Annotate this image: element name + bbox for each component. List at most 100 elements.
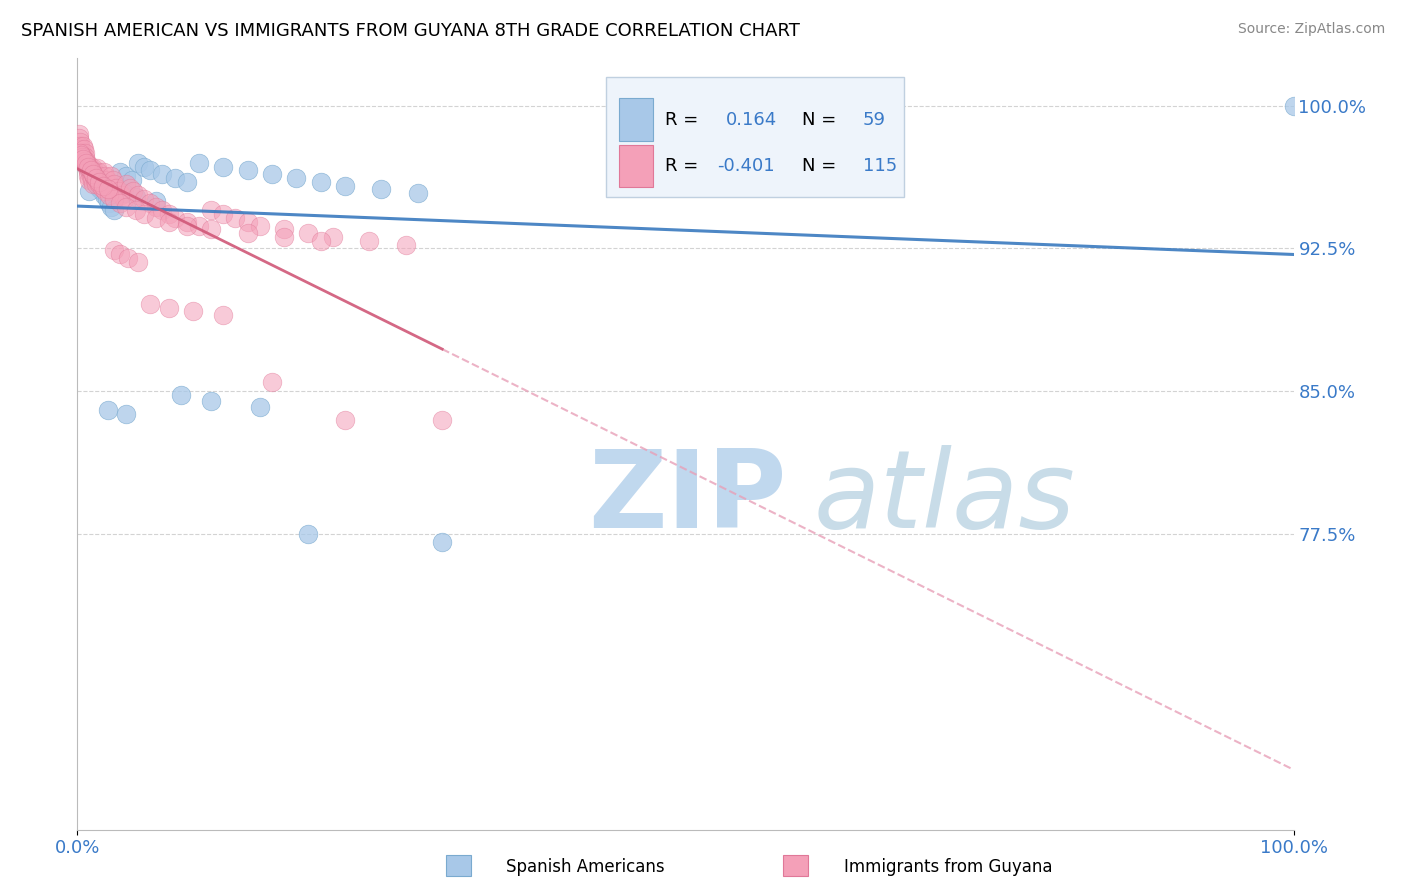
Point — [89, 180, 111, 194]
Text: SPANISH AMERICAN VS IMMIGRANTS FROM GUYANA 8TH GRADE CORRELATION CHART: SPANISH AMERICAN VS IMMIGRANTS FROM GUYA… — [21, 22, 800, 40]
Point — [80, 163, 103, 178]
Point — [86, 161, 108, 176]
Point — [108, 247, 131, 261]
Point — [75, 155, 97, 169]
Point — [84, 177, 107, 191]
Point — [83, 173, 105, 187]
Point — [86, 173, 108, 187]
Bar — [619, 145, 652, 187]
Point — [86, 177, 108, 191]
Point — [127, 155, 149, 169]
Point — [105, 180, 128, 194]
Point — [96, 192, 118, 206]
Point — [70, 150, 93, 164]
Point — [236, 226, 259, 240]
Point — [91, 180, 114, 194]
Point — [103, 182, 125, 196]
Point — [176, 215, 198, 229]
Point — [103, 203, 125, 218]
Point — [297, 527, 319, 541]
Point — [127, 188, 149, 202]
Point — [333, 178, 356, 193]
Point — [170, 388, 193, 402]
Bar — [619, 98, 652, 141]
Point — [121, 173, 143, 187]
Point — [90, 180, 112, 194]
Point — [93, 188, 115, 202]
Point — [260, 375, 283, 389]
Point — [89, 169, 111, 183]
Point — [108, 165, 131, 179]
Point — [125, 190, 148, 204]
Point — [89, 182, 111, 196]
Point — [139, 297, 162, 311]
Point — [76, 165, 98, 179]
Text: Source: ZipAtlas.com: Source: ZipAtlas.com — [1237, 22, 1385, 37]
Point — [73, 155, 96, 169]
Point — [212, 160, 235, 174]
Point — [260, 167, 283, 181]
Text: R =: R = — [665, 157, 704, 175]
Point — [76, 161, 98, 176]
Point — [84, 171, 107, 186]
Point — [79, 161, 101, 176]
Point — [176, 175, 198, 189]
Point — [117, 251, 139, 265]
Point — [80, 169, 103, 183]
Text: ZIP: ZIP — [588, 445, 786, 550]
Point — [84, 167, 107, 181]
Point — [163, 211, 186, 225]
Point — [236, 163, 259, 178]
Point — [176, 219, 198, 233]
Point — [115, 407, 138, 421]
Point — [103, 177, 125, 191]
Point — [249, 400, 271, 414]
Point — [76, 160, 98, 174]
Point — [115, 169, 138, 183]
Point — [73, 146, 96, 161]
Text: Immigrants from Guyana: Immigrants from Guyana — [844, 858, 1052, 876]
Point — [83, 165, 105, 179]
Point — [96, 173, 118, 187]
Point — [118, 180, 141, 194]
Point — [97, 177, 120, 191]
Point — [122, 185, 145, 199]
Point — [87, 165, 110, 179]
Point — [359, 234, 381, 248]
Point — [80, 165, 103, 179]
Point — [75, 158, 97, 172]
Point — [103, 244, 125, 258]
Point — [67, 127, 90, 141]
Bar — [446, 855, 471, 876]
Point — [188, 155, 211, 169]
Point — [1282, 98, 1305, 112]
Point — [73, 143, 96, 157]
Point — [70, 148, 93, 162]
Point — [76, 158, 98, 172]
Point — [80, 169, 103, 183]
Point — [152, 167, 174, 181]
Point — [157, 301, 180, 315]
Point — [82, 177, 104, 191]
Point — [79, 161, 101, 176]
Point — [430, 413, 453, 427]
Point — [309, 234, 332, 248]
Point — [70, 146, 93, 161]
Point — [134, 207, 156, 221]
Point — [89, 177, 111, 191]
Point — [127, 255, 149, 269]
Point — [69, 146, 91, 161]
Text: N =: N = — [803, 111, 842, 128]
Point — [97, 403, 120, 417]
Point — [212, 308, 235, 322]
Point — [83, 169, 105, 183]
Point — [91, 175, 114, 189]
Point — [145, 211, 167, 225]
Text: -0.401: -0.401 — [717, 157, 775, 175]
Point — [72, 152, 94, 166]
Point — [200, 393, 222, 408]
Point — [70, 150, 93, 164]
Point — [97, 182, 120, 196]
Point — [322, 230, 344, 244]
Point — [139, 163, 162, 178]
